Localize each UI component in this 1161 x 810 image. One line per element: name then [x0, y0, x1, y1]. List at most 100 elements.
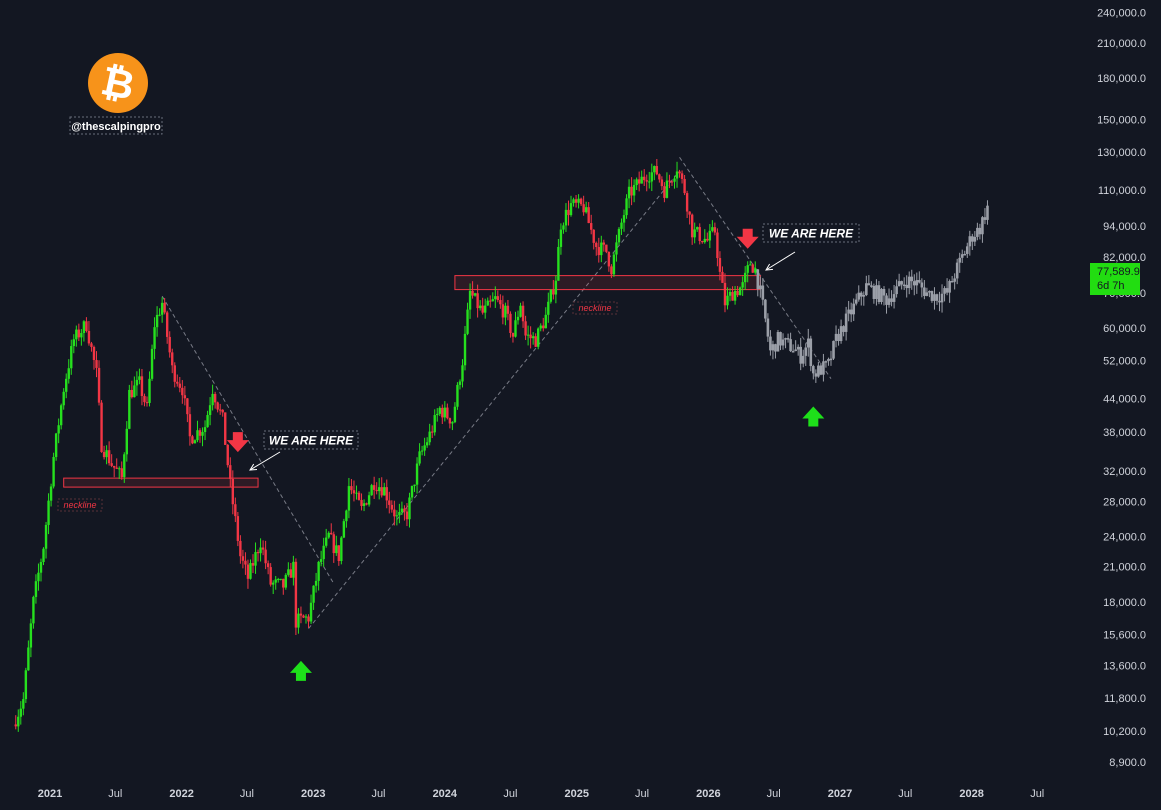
candle-body — [17, 716, 20, 727]
candle-body — [461, 365, 464, 382]
candle-body — [547, 301, 550, 315]
projection-body — [827, 358, 830, 362]
candle-body — [201, 432, 204, 436]
candle-body — [499, 300, 502, 305]
candle-body — [494, 296, 497, 300]
candle-body — [330, 532, 333, 535]
candle-body — [625, 198, 628, 216]
projection-body — [870, 285, 873, 287]
candle-body — [226, 444, 229, 466]
candle-body — [347, 486, 351, 511]
we-are-here-box — [762, 223, 860, 243]
projection-body — [887, 298, 891, 305]
projection-body — [809, 338, 813, 367]
y-tick-label: 8,900.0 — [1109, 757, 1146, 769]
candle-body — [693, 229, 696, 238]
candle-body — [244, 560, 247, 565]
candle-body — [229, 465, 232, 479]
candle-body — [572, 199, 575, 204]
candle-body — [436, 413, 439, 416]
candle-body — [663, 186, 666, 198]
candle-body — [95, 360, 98, 368]
candle-body — [143, 396, 146, 403]
x-axis[interactable]: 2021 Jul 2022 Jul 2023 Jul 2024 Jul 2025 Jul 2026 J… — [38, 788, 1045, 800]
y-tick-label: 18,000.0 — [1103, 597, 1146, 609]
projection-body — [867, 283, 871, 286]
candle-body — [582, 204, 585, 213]
projection-body — [801, 355, 805, 364]
candle-body — [206, 415, 209, 428]
candle-body — [731, 291, 734, 301]
candle-body — [754, 268, 757, 273]
projection-body — [953, 278, 956, 282]
y-tick-label: 60,000.0 — [1103, 323, 1146, 335]
candle-body — [352, 490, 356, 494]
candle-body — [150, 348, 154, 379]
candle-body — [577, 198, 580, 203]
y-tick-label: 130,000.0 — [1097, 147, 1146, 159]
candle-body — [115, 467, 118, 469]
candle-body — [70, 346, 73, 369]
candle-body — [648, 181, 651, 183]
candle-body — [443, 407, 447, 418]
candle-body — [77, 329, 81, 338]
projection-body — [852, 303, 856, 315]
candle-body — [413, 484, 416, 486]
projection-body — [895, 286, 898, 295]
annotation-labels: neckline neckline WE ARE HERE WE ARE HERE — [57, 223, 860, 512]
candle-body — [218, 409, 222, 411]
candle-body — [123, 454, 126, 478]
projection-body — [872, 285, 876, 299]
candle-body — [168, 336, 171, 353]
candle-body — [418, 451, 421, 464]
candle-body — [514, 320, 517, 337]
projection-body — [834, 333, 838, 341]
y-axis[interactable]: 8,900.0 10,200.0 11,800.0 13,600.0 15,600.0 1… — [1097, 8, 1146, 769]
candle-body — [198, 430, 202, 436]
projection-body — [910, 276, 914, 282]
candle-body — [670, 181, 674, 183]
candle-body — [622, 215, 626, 223]
neckline-label-box — [57, 498, 103, 512]
neckline-label-box — [572, 301, 618, 315]
projection-body — [912, 281, 916, 286]
pointer-line — [249, 451, 281, 471]
candle-body — [549, 289, 553, 302]
candle-body — [632, 185, 636, 196]
y-tick-label: 11,800.0 — [1104, 693, 1146, 705]
candle-body — [367, 495, 371, 505]
y-tick-label: 52,000.0 — [1103, 355, 1146, 367]
projection-body — [892, 294, 896, 302]
candle-body — [327, 532, 330, 538]
candle-body — [637, 179, 641, 184]
projection-body — [960, 254, 964, 258]
candle-body — [602, 242, 606, 245]
projection-body — [794, 349, 797, 352]
candle-body — [524, 321, 527, 336]
candle-body — [49, 486, 53, 501]
projection-body — [915, 280, 919, 286]
projection-body — [986, 205, 989, 220]
projection-body — [973, 236, 977, 242]
candle-body — [140, 376, 144, 397]
candle-body — [491, 299, 494, 302]
candle-body — [559, 229, 563, 247]
candle-body — [466, 309, 469, 334]
candle-body — [420, 450, 424, 452]
candle-body — [456, 384, 459, 407]
candle-body — [430, 431, 434, 433]
we-are-here-label: WE ARE HERE — [769, 227, 854, 241]
y-tick-label: 21,000.0 — [1103, 562, 1146, 574]
candle-body — [153, 327, 156, 349]
projection-body — [764, 299, 767, 319]
projection-body — [943, 288, 946, 294]
projection-body — [907, 276, 911, 289]
x-tick-label: Jul — [767, 788, 781, 800]
x-tick-label: 2022 — [169, 788, 193, 800]
candle-body — [683, 178, 686, 194]
candle-body — [383, 487, 386, 496]
candle-body — [388, 500, 391, 505]
candle-body — [544, 314, 547, 329]
